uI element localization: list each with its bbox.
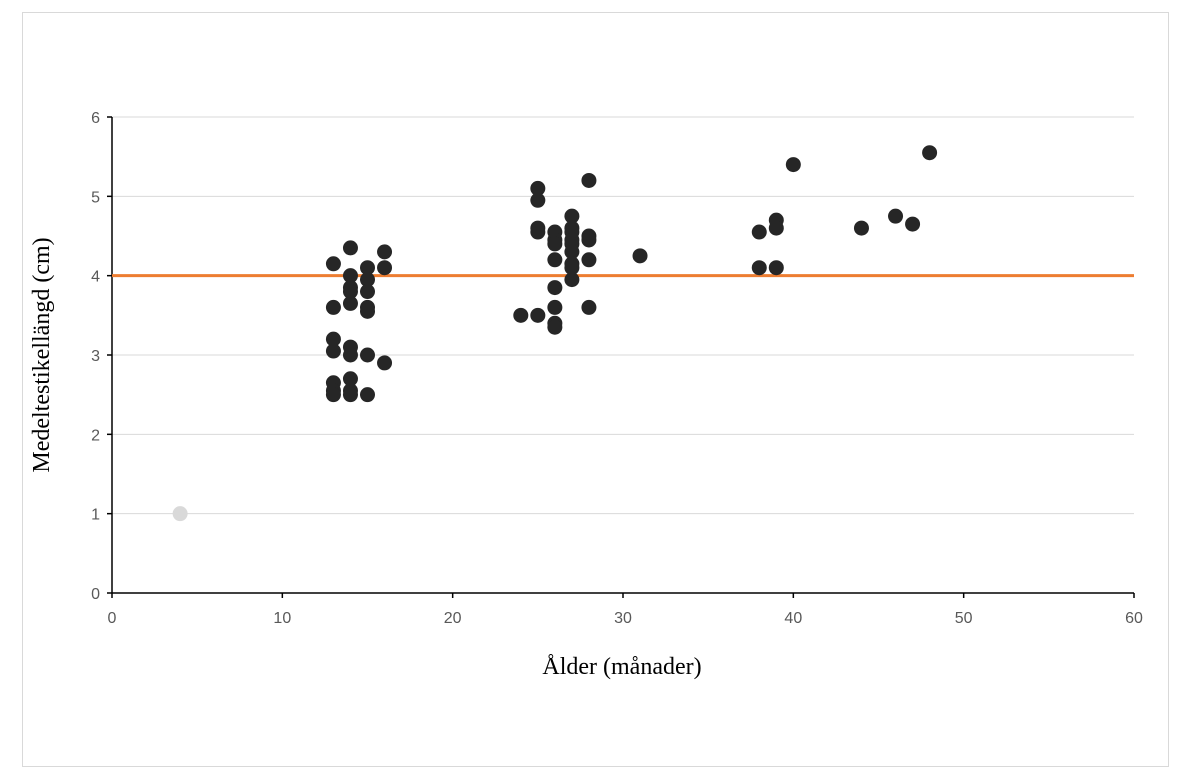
data-point bbox=[547, 319, 563, 335]
data-point bbox=[360, 284, 375, 300]
data-point bbox=[342, 284, 358, 300]
data-point bbox=[547, 299, 563, 315]
data-point bbox=[530, 192, 546, 208]
data-point bbox=[325, 331, 341, 347]
data-point bbox=[530, 224, 546, 240]
data-point bbox=[564, 272, 580, 288]
data-point bbox=[377, 260, 393, 276]
data-point bbox=[888, 208, 904, 224]
gridlines bbox=[112, 116, 1134, 515]
y-tick-label: 3 bbox=[91, 348, 100, 365]
outlier-point bbox=[172, 506, 188, 522]
data-point bbox=[547, 236, 563, 252]
data-point bbox=[325, 256, 341, 272]
data-point bbox=[581, 232, 597, 248]
data-point bbox=[325, 387, 341, 403]
data-point bbox=[564, 208, 580, 224]
data-point bbox=[530, 307, 546, 323]
data-point bbox=[360, 303, 375, 319]
x-axis-title: Ålder (månader) bbox=[542, 654, 701, 680]
data-point bbox=[581, 172, 597, 188]
data-point bbox=[564, 244, 580, 260]
data-point bbox=[785, 157, 801, 173]
y-axis-title: Medeltestikellängd (cm) bbox=[29, 237, 55, 472]
data-point bbox=[377, 244, 393, 260]
data-point bbox=[768, 260, 784, 276]
data-point bbox=[751, 260, 767, 276]
data-point bbox=[342, 268, 358, 284]
y-tick-label: 6 bbox=[91, 110, 100, 127]
y-tick-label: 2 bbox=[91, 427, 100, 444]
x-tick-label: 50 bbox=[955, 610, 973, 627]
data-point bbox=[581, 252, 597, 268]
data-point bbox=[325, 299, 341, 315]
data-point bbox=[360, 260, 375, 276]
x-tick-label: 30 bbox=[614, 610, 632, 627]
data-point bbox=[530, 180, 546, 196]
data-point bbox=[360, 347, 375, 363]
data-point bbox=[564, 260, 580, 276]
data-point bbox=[513, 307, 529, 323]
data-point bbox=[547, 280, 563, 296]
data-point bbox=[751, 224, 767, 240]
chart-frame bbox=[22, 12, 1169, 767]
data-point bbox=[360, 272, 375, 288]
data-point bbox=[360, 387, 375, 403]
data-point bbox=[853, 220, 869, 236]
data-point bbox=[342, 347, 358, 363]
y-tick-label: 5 bbox=[91, 189, 100, 206]
data-point bbox=[768, 220, 784, 236]
x-tick-label: 10 bbox=[273, 610, 291, 627]
data-point bbox=[905, 216, 921, 232]
y-tick-label: 0 bbox=[91, 586, 100, 603]
data-point bbox=[922, 145, 938, 161]
data-point bbox=[325, 343, 341, 359]
data-point bbox=[632, 248, 648, 264]
data-point bbox=[342, 240, 358, 256]
x-tick-label: 20 bbox=[444, 610, 462, 627]
data-point bbox=[342, 387, 358, 403]
data-point bbox=[377, 355, 393, 371]
axes bbox=[107, 116, 1135, 598]
y-tick-label: 1 bbox=[91, 507, 100, 524]
x-tick-label: 0 bbox=[108, 610, 117, 627]
data-points bbox=[172, 145, 938, 522]
data-point bbox=[342, 371, 358, 387]
x-tick-label: 60 bbox=[1125, 610, 1143, 627]
data-point bbox=[581, 299, 597, 315]
data-point bbox=[547, 252, 563, 268]
data-point bbox=[342, 295, 358, 311]
x-tick-label: 40 bbox=[784, 610, 802, 627]
y-tick-label: 4 bbox=[91, 269, 100, 286]
